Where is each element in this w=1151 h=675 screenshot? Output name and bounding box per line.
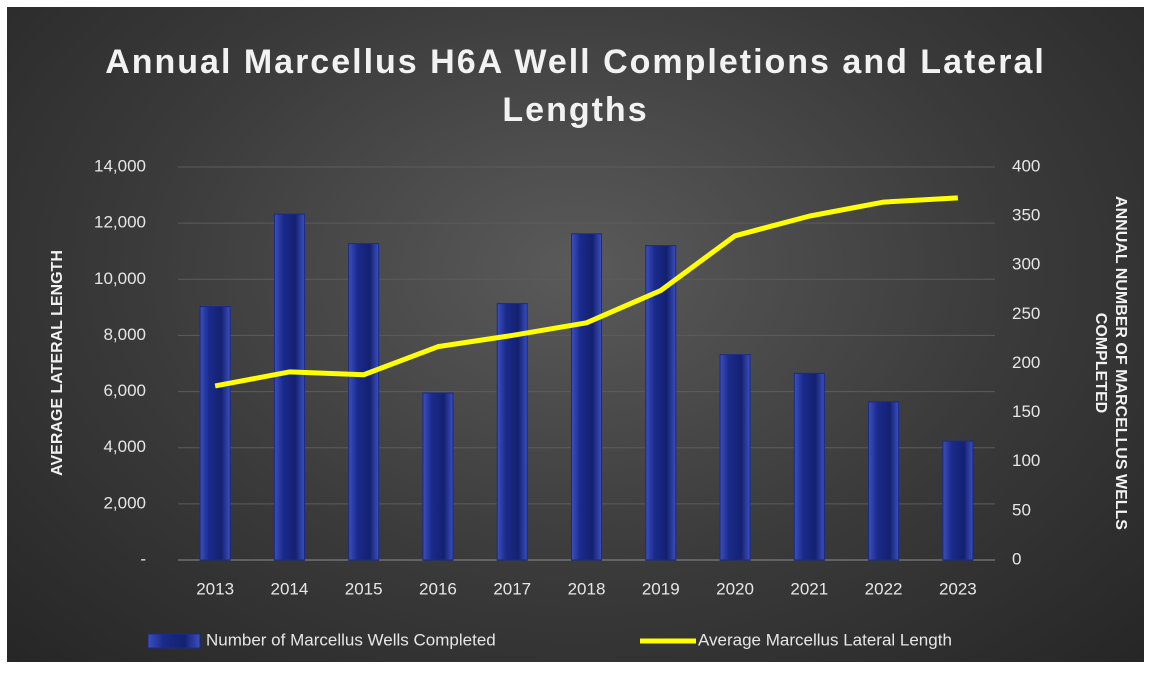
bar (719, 354, 751, 561)
y2-tick-label: 200 (1012, 353, 1040, 372)
bar (199, 306, 231, 561)
legend-label: Number of Marcellus Wells Completed (206, 630, 496, 649)
y-tick-label: 8,000 (103, 325, 146, 344)
y-tick-label: 2,000 (103, 493, 146, 512)
x-tick-label: 2023 (939, 579, 977, 598)
legend-swatch (147, 633, 201, 649)
y-tick-label: 4,000 (103, 437, 146, 456)
y2-tick-label: 400 (1012, 156, 1040, 175)
legend-label: Average Marcellus Lateral Length (698, 630, 952, 649)
bar (645, 245, 677, 561)
y2-tick-label: 0 (1012, 549, 1021, 568)
y2-axis-title: ANNUAL NUMBER OF MARCELLUS WELLS COMPLET… (1092, 196, 1129, 530)
y-axis-title: AVERAGE LATERAL LENGTH (49, 250, 66, 476)
bar (793, 372, 825, 561)
y2-tick-label: 250 (1012, 304, 1040, 323)
x-tick-label: 2020 (716, 579, 754, 598)
x-tick-label: 2018 (568, 579, 606, 598)
bar (496, 303, 528, 561)
bar (422, 392, 454, 561)
bar (868, 401, 900, 561)
x-tick-label: 2013 (196, 579, 234, 598)
chart-title: Annual Marcellus H6A Well Completions an… (105, 43, 1046, 129)
y-tick-label: 12,000 (94, 213, 146, 232)
x-tick-label: 2015 (345, 579, 383, 598)
x-tick-label: 2014 (270, 579, 308, 598)
bar (273, 213, 305, 561)
y-tick-label: 10,000 (94, 269, 146, 288)
line (214, 195, 959, 389)
y-tick-label: - (140, 549, 146, 568)
x-tick-label: 2022 (865, 579, 903, 598)
bar (942, 440, 974, 561)
x-tick-label: 2016 (419, 579, 457, 598)
y2-tick-label: 100 (1012, 451, 1040, 470)
y2-tick-label: 350 (1012, 206, 1040, 225)
x-tick-label: 2017 (493, 579, 531, 598)
bar (348, 243, 380, 561)
x-tick-label: 2019 (642, 579, 680, 598)
bar (571, 233, 602, 561)
y2-tick-label: 150 (1012, 402, 1040, 421)
y-tick-label: 14,000 (94, 156, 146, 175)
y2-tick-label: 300 (1012, 255, 1040, 274)
y-tick-label: 6,000 (103, 381, 146, 400)
y2-tick-label: 50 (1012, 500, 1031, 519)
x-tick-label: 2021 (790, 579, 828, 598)
